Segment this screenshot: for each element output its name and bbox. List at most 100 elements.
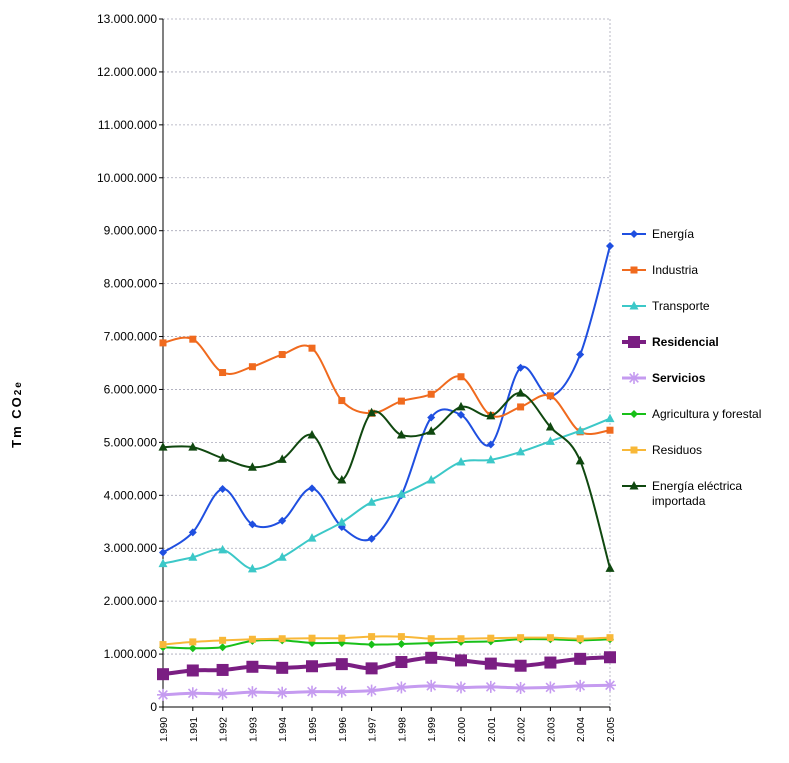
- data-point: [546, 392, 554, 400]
- data-point: [544, 681, 557, 694]
- data-point: [395, 681, 408, 694]
- data-point: [457, 373, 465, 381]
- data-point: [188, 552, 198, 561]
- data-point: [246, 686, 259, 699]
- legend-label: Industria: [652, 263, 698, 277]
- data-point: [487, 634, 495, 642]
- data-point: [278, 516, 287, 525]
- y-axis-label-main: Tm CO: [9, 395, 24, 448]
- data-point: [307, 533, 317, 542]
- data-point: [516, 446, 526, 456]
- data-point: [604, 679, 616, 692]
- data-point: [397, 633, 405, 641]
- legend: Energía Industria Transporte Residencial Ser…: [622, 227, 761, 508]
- data-point: [248, 635, 256, 643]
- series-line: [162, 417, 611, 570]
- legend-marker: [630, 230, 638, 238]
- data-point: [188, 442, 198, 451]
- series-3: [157, 651, 616, 681]
- y-axis-label: Tm CO2e: [9, 380, 24, 448]
- data-point: [426, 426, 436, 435]
- legend-item: Residuos: [622, 443, 702, 457]
- data-point: [367, 640, 376, 649]
- series-line: [162, 635, 611, 646]
- data-point: [396, 429, 406, 439]
- x-tick-label: 1.996: [338, 717, 349, 742]
- data-point: [516, 363, 525, 372]
- data-point: [456, 456, 466, 466]
- data-point: [308, 484, 316, 493]
- data-point: [218, 453, 228, 462]
- data-point: [517, 403, 525, 411]
- series-7: [158, 388, 615, 572]
- data-point: [159, 641, 167, 649]
- data-point: [306, 685, 318, 698]
- data-point: [575, 425, 585, 435]
- x-tick-label: 1.995: [308, 717, 319, 742]
- x-tick-label: 2.005: [606, 717, 617, 742]
- data-point: [486, 410, 496, 420]
- data-point: [545, 422, 555, 431]
- data-point: [338, 634, 346, 642]
- data-point: [486, 454, 496, 464]
- legend-marker: [628, 372, 640, 384]
- legend-item: Residencial: [622, 335, 719, 349]
- data-point: [606, 426, 614, 434]
- series-line: [162, 245, 611, 554]
- legend-marker: [630, 446, 638, 454]
- x-tick-label: 2.001: [487, 717, 498, 742]
- data-point: [575, 455, 585, 465]
- data-point: [158, 558, 168, 568]
- data-point: [218, 484, 227, 493]
- series-line: [162, 638, 611, 650]
- data-point: [576, 635, 584, 643]
- x-tick-label: 1.994: [278, 717, 289, 742]
- data-point: [425, 679, 438, 692]
- series-line: [162, 655, 611, 677]
- legend-item: Industria: [622, 263, 698, 277]
- data-point: [246, 660, 259, 673]
- x-tick-label: 2.003: [546, 717, 557, 742]
- data-point: [396, 489, 406, 498]
- data-point: [514, 681, 527, 694]
- data-point: [425, 651, 438, 664]
- series-line: [162, 392, 611, 569]
- series-lines: [157, 242, 616, 701]
- data-point: [188, 528, 197, 537]
- data-point: [218, 643, 227, 652]
- data-point: [186, 687, 199, 700]
- x-tick-label: 1.998: [397, 717, 408, 742]
- data-point: [337, 517, 347, 526]
- data-point: [455, 681, 467, 694]
- legend-label: Energía eléctrica importada: [652, 479, 742, 508]
- y-tick-labels: 0 1.000.000 2.000.000 3.000.000 4.000.000 5.0…: [97, 12, 157, 714]
- data-point: [308, 344, 316, 352]
- legend-marker: [630, 410, 638, 418]
- x-tick-label: 1.993: [248, 717, 259, 742]
- y-tick-label: 7.000.000: [104, 330, 158, 344]
- y-tick-label: 5.000.000: [104, 435, 158, 449]
- data-point: [307, 429, 317, 439]
- data-point: [516, 388, 526, 397]
- data-point: [335, 685, 348, 698]
- series-0: [159, 242, 614, 557]
- series-line: [162, 336, 611, 436]
- legend-label: Agricultura y forestal: [652, 407, 761, 421]
- legend-marker: [629, 481, 639, 490]
- data-point: [216, 663, 229, 676]
- data-point: [367, 407, 377, 417]
- y-axis-label-sub: 2e: [13, 380, 24, 395]
- series-line: [162, 683, 611, 697]
- data-point: [308, 634, 316, 642]
- data-point: [606, 242, 614, 251]
- data-point: [367, 534, 376, 543]
- data-point: [604, 651, 616, 664]
- data-point: [486, 440, 495, 449]
- legend-item: Servicios: [622, 371, 706, 385]
- data-point: [365, 662, 378, 675]
- legend-marker: [629, 301, 639, 310]
- data-point: [484, 680, 497, 693]
- x-tick-label: 1.990: [159, 717, 170, 742]
- data-point: [367, 497, 377, 506]
- data-point: [158, 442, 168, 451]
